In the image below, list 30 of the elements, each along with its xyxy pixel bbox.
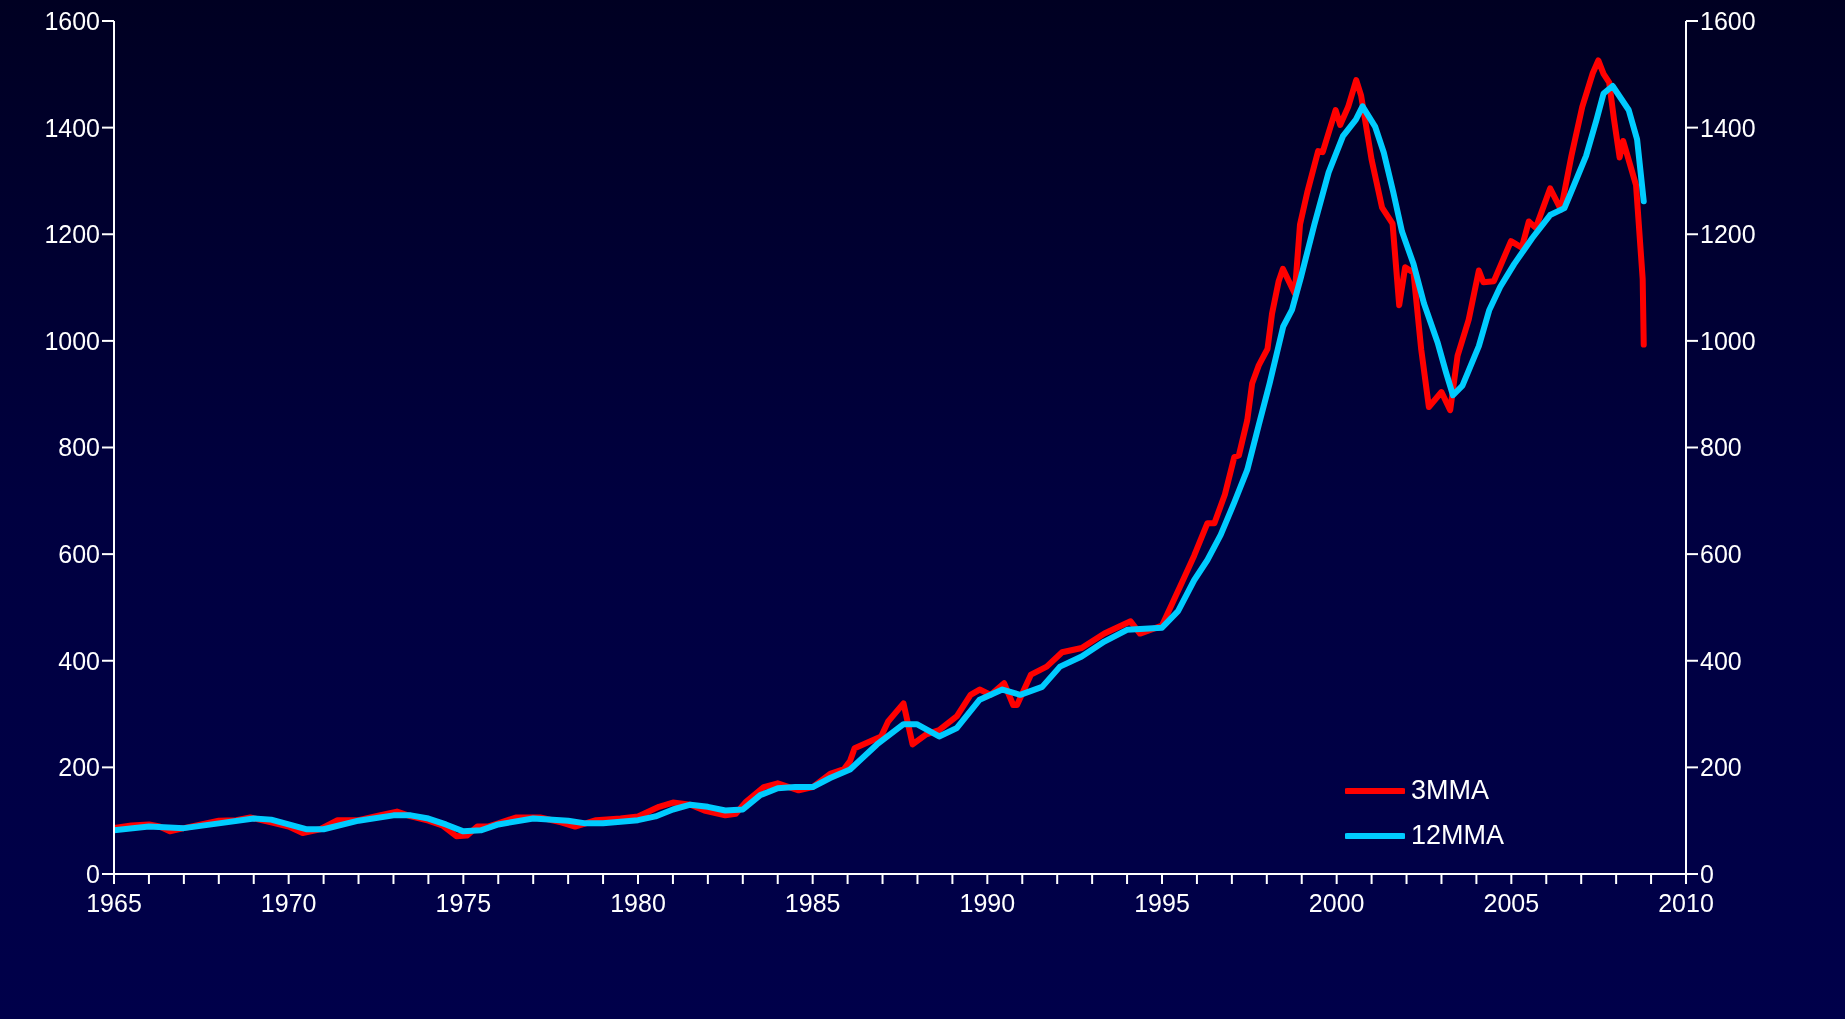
y2-tick-label: 1600 — [1700, 6, 1756, 35]
y-tick-label: 1000 — [44, 326, 100, 355]
y-tick-label: 200 — [58, 753, 100, 782]
x-tick-label: 1970 — [260, 888, 317, 917]
x-tick-label: 1995 — [1134, 888, 1190, 917]
y2-tick-label: 1200 — [1700, 220, 1756, 249]
y2-tick-label: 1000 — [1700, 326, 1756, 355]
x-tick-label: 1985 — [784, 888, 841, 917]
y-tick-label: 0 — [86, 859, 100, 888]
legend-label: 12MMA — [1411, 820, 1505, 851]
y2-tick-label: 1400 — [1700, 113, 1756, 142]
y-tick-label: 400 — [58, 646, 100, 675]
x-tick-label: 1975 — [435, 888, 492, 917]
x-tick-label: 2005 — [1483, 888, 1540, 917]
y-tick-label: 1600 — [44, 6, 100, 35]
y2-tick-label: 200 — [1700, 753, 1742, 782]
y-tick-label: 1200 — [44, 220, 100, 249]
y2-tick-label: 400 — [1700, 646, 1742, 675]
x-tick-label: 2000 — [1308, 888, 1365, 917]
y2-tick-label: 600 — [1700, 540, 1742, 568]
x-tick-label: 2010 — [1658, 888, 1714, 917]
y-tick-label: 1400 — [44, 113, 100, 142]
y-tick-label: 600 — [58, 540, 100, 568]
x-tick-label: 1965 — [86, 888, 142, 917]
legend-label: 3MMA — [1411, 775, 1490, 806]
x-tick-label: 1980 — [610, 888, 666, 917]
y2-tick-label: 0 — [1700, 859, 1714, 888]
y2-tick-label: 800 — [1700, 433, 1742, 462]
y-tick-label: 800 — [58, 433, 100, 462]
x-tick-label: 1990 — [959, 888, 1016, 917]
